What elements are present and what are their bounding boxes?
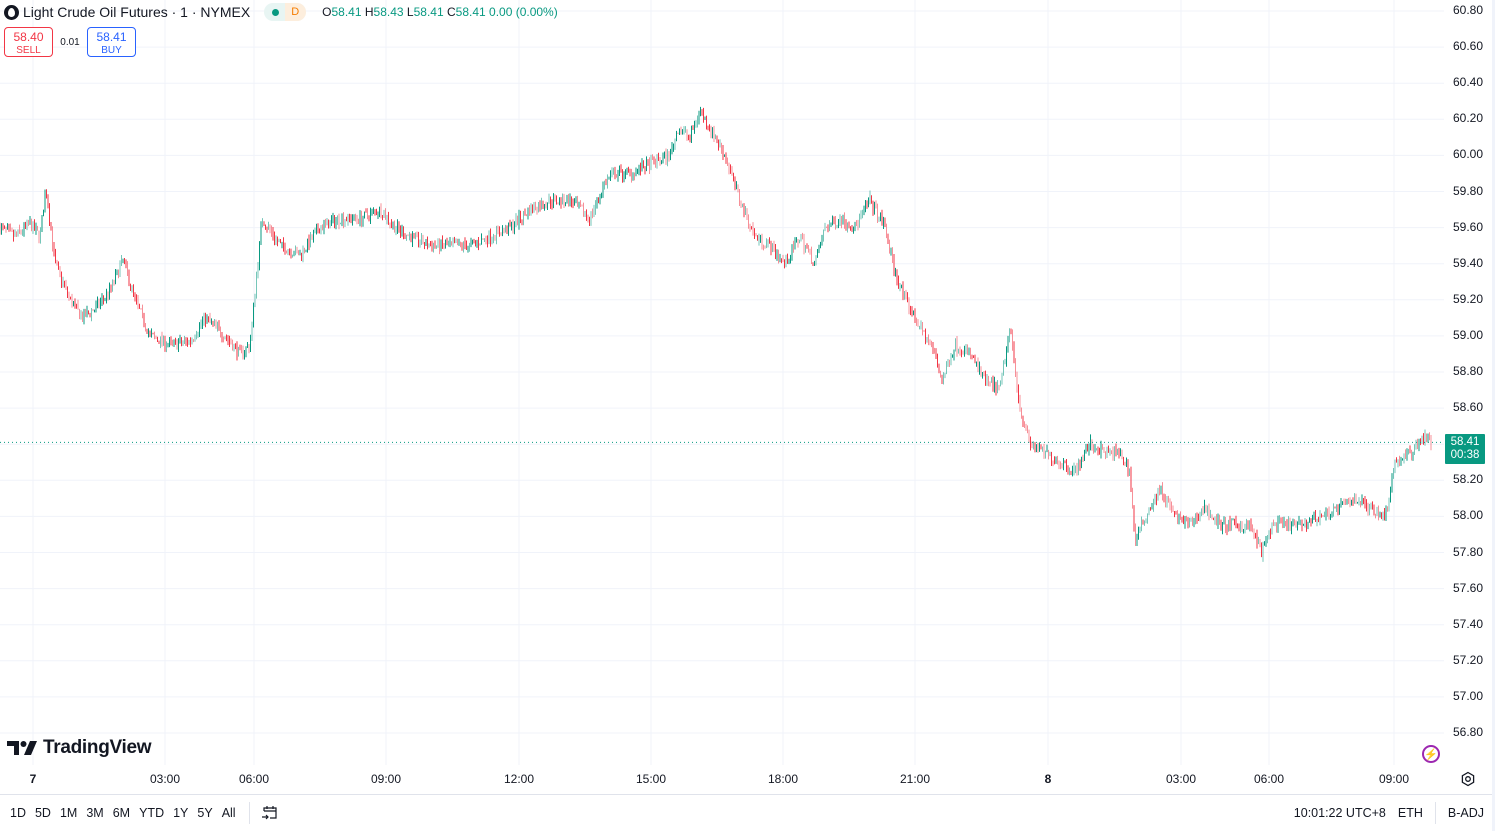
price-tick-label: 60.60 <box>1453 39 1484 54</box>
time-axis[interactable]: 7 03:00 06:00 09:00 12:00 15:00 18:00 21:00 8 03:… <box>0 765 1444 793</box>
high-value: 58.43 <box>373 5 404 19</box>
price-tick-label: 57.60 <box>1453 580 1484 595</box>
buy-label: BUY <box>101 45 122 56</box>
range-3m[interactable]: 3M <box>86 805 104 820</box>
range-5y[interactable]: 5Y <box>197 805 213 820</box>
price-tick-label: 60.00 <box>1453 147 1484 162</box>
time-tick-label: 7 <box>29 772 37 786</box>
time-tick-label: 06:00 <box>238 772 270 786</box>
clock[interactable]: 10:01:22 UTC+8 <box>1293 805 1386 820</box>
price-tick-label: 58.60 <box>1453 400 1484 415</box>
price-tick-label: 58.80 <box>1453 364 1484 378</box>
range-1y[interactable]: 1Y <box>173 805 189 820</box>
close-value: 58.41 <box>455 5 486 19</box>
market-status[interactable]: D <box>264 3 307 21</box>
ohlc-values: O58.41 H58.43 L58.41 C58.41 0.00 (0.00%) <box>322 5 558 19</box>
low-value: 58.41 <box>413 5 444 19</box>
chart-pane[interactable] <box>0 0 1444 765</box>
sell-button[interactable]: 58.40 SELL <box>4 27 53 57</box>
price-tick-label: 59.80 <box>1453 183 1484 198</box>
change-value: 0.00 (0.00%) <box>489 5 558 19</box>
oil-drop-icon <box>4 4 19 20</box>
price-tick-label: 57.20 <box>1453 652 1484 667</box>
price-tick-label: 58.00 <box>1453 508 1484 523</box>
status-area: 10:01:22 UTC+8 ETH B-ADJ <box>1282 795 1484 830</box>
open-value: 58.41 <box>331 5 362 19</box>
time-tick-label: 09:00 <box>370 772 402 786</box>
right-edge <box>1492 0 1495 831</box>
sell-label: SELL <box>16 45 41 56</box>
time-tick-label: 12:00 <box>503 772 535 786</box>
tradingview-mark-icon <box>7 741 37 755</box>
range-1d[interactable]: 1D <box>10 805 26 820</box>
buy-button[interactable]: 58.41 BUY <box>87 27 136 57</box>
calendar-goto-icon[interactable] <box>260 803 280 823</box>
last-price-value: 58.41 <box>1450 436 1480 448</box>
adjustment-toggle[interactable]: B-ADJ <box>1447 805 1484 820</box>
range-5d[interactable]: 5D <box>34 805 51 820</box>
price-tick-label: 58.20 <box>1453 472 1484 487</box>
price-tick-label: 60.40 <box>1453 75 1484 90</box>
bar-countdown: 00:38 <box>1450 449 1480 461</box>
time-tick-label: 03:00 <box>149 772 181 786</box>
last-price-tag: 58.41 00:38 <box>1445 434 1485 464</box>
market-open-dot-icon <box>272 8 280 16</box>
candles <box>0 106 1432 562</box>
lightning-alert-icon[interactable]: ⚡ <box>1422 745 1440 763</box>
time-tick-label: 18:00 <box>767 772 799 786</box>
buy-price: 58.41 <box>96 30 127 44</box>
range-all[interactable]: All <box>221 805 236 820</box>
price-tick-label: 59.60 <box>1453 219 1484 234</box>
time-tick-label: 03:00 <box>1165 772 1197 786</box>
range-6m[interactable]: 6M <box>112 805 131 820</box>
time-tick-label: 09:00 <box>1378 772 1410 786</box>
range-1m[interactable]: 1M <box>59 805 78 820</box>
price-tick-label: 59.00 <box>1453 327 1484 342</box>
price-tick-label: 60.20 <box>1453 111 1484 126</box>
bottom-toolbar: 1D 5D 1M 3M 6M YTD 1Y 5Y All 10:01:22 UT… <box>0 794 1492 830</box>
price-tick-label: 60.80 <box>1453 3 1484 17</box>
price-tick-label: 59.40 <box>1453 255 1484 270</box>
time-tick-label: 15:00 <box>635 772 667 786</box>
price-tick-label: 59.20 <box>1453 291 1484 306</box>
tradingview-logo[interactable]: TradingView <box>7 737 152 759</box>
price-tick-label: 57.00 <box>1453 688 1484 703</box>
price-chart[interactable] <box>0 0 1444 765</box>
settings-gear-icon[interactable] <box>1460 771 1476 787</box>
divider <box>1434 801 1436 824</box>
spread-value: 0.01 <box>60 36 80 48</box>
time-tick-label: 06:00 <box>1253 772 1285 786</box>
price-tick-label: 56.80 <box>1453 725 1484 739</box>
logo-text: TradingView <box>43 737 152 758</box>
data-delay-badge: D <box>285 3 307 21</box>
price-tick-label: 57.80 <box>1453 544 1484 559</box>
symbol-legend: Light Crude Oil Futures · 1 · NYMEX D O5… <box>4 3 558 21</box>
range-ytd[interactable]: YTD <box>139 805 165 820</box>
time-tick-label: 21:00 <box>899 772 931 786</box>
trade-panel: 58.40 SELL 0.01 58.41 BUY <box>4 27 136 57</box>
session-toggle[interactable]: ETH <box>1397 805 1423 820</box>
sell-price: 58.40 <box>13 30 44 44</box>
time-tick-label: 8 <box>1044 772 1052 786</box>
divider <box>248 801 250 824</box>
symbol-title[interactable]: Light Crude Oil Futures · 1 · NYMEX <box>23 4 251 20</box>
price-axis[interactable]: 60.80 60.60 60.40 60.20 60.00 59.80 59.60 59.40… <box>1444 0 1495 765</box>
price-tick-label: 57.40 <box>1453 616 1484 631</box>
